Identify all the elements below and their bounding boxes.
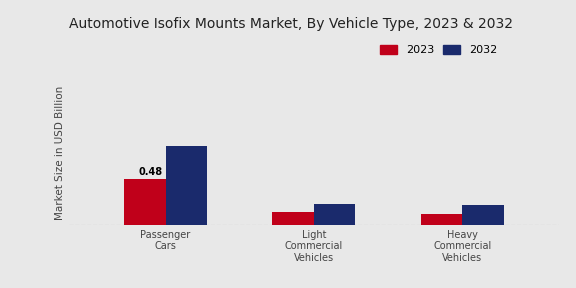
Bar [124,179,165,225]
Bar [463,205,504,225]
Bar [165,146,207,225]
Bar [314,204,355,225]
Y-axis label: Market Size in USD Billion: Market Size in USD Billion [55,86,65,220]
Text: 0.48: 0.48 [139,167,163,177]
Bar [420,214,463,225]
Bar [272,212,314,225]
Text: Automotive Isofix Mounts Market, By Vehicle Type, 2023 & 2032: Automotive Isofix Mounts Market, By Vehi… [69,17,513,31]
Legend: 2023, 2032: 2023, 2032 [376,40,501,59]
